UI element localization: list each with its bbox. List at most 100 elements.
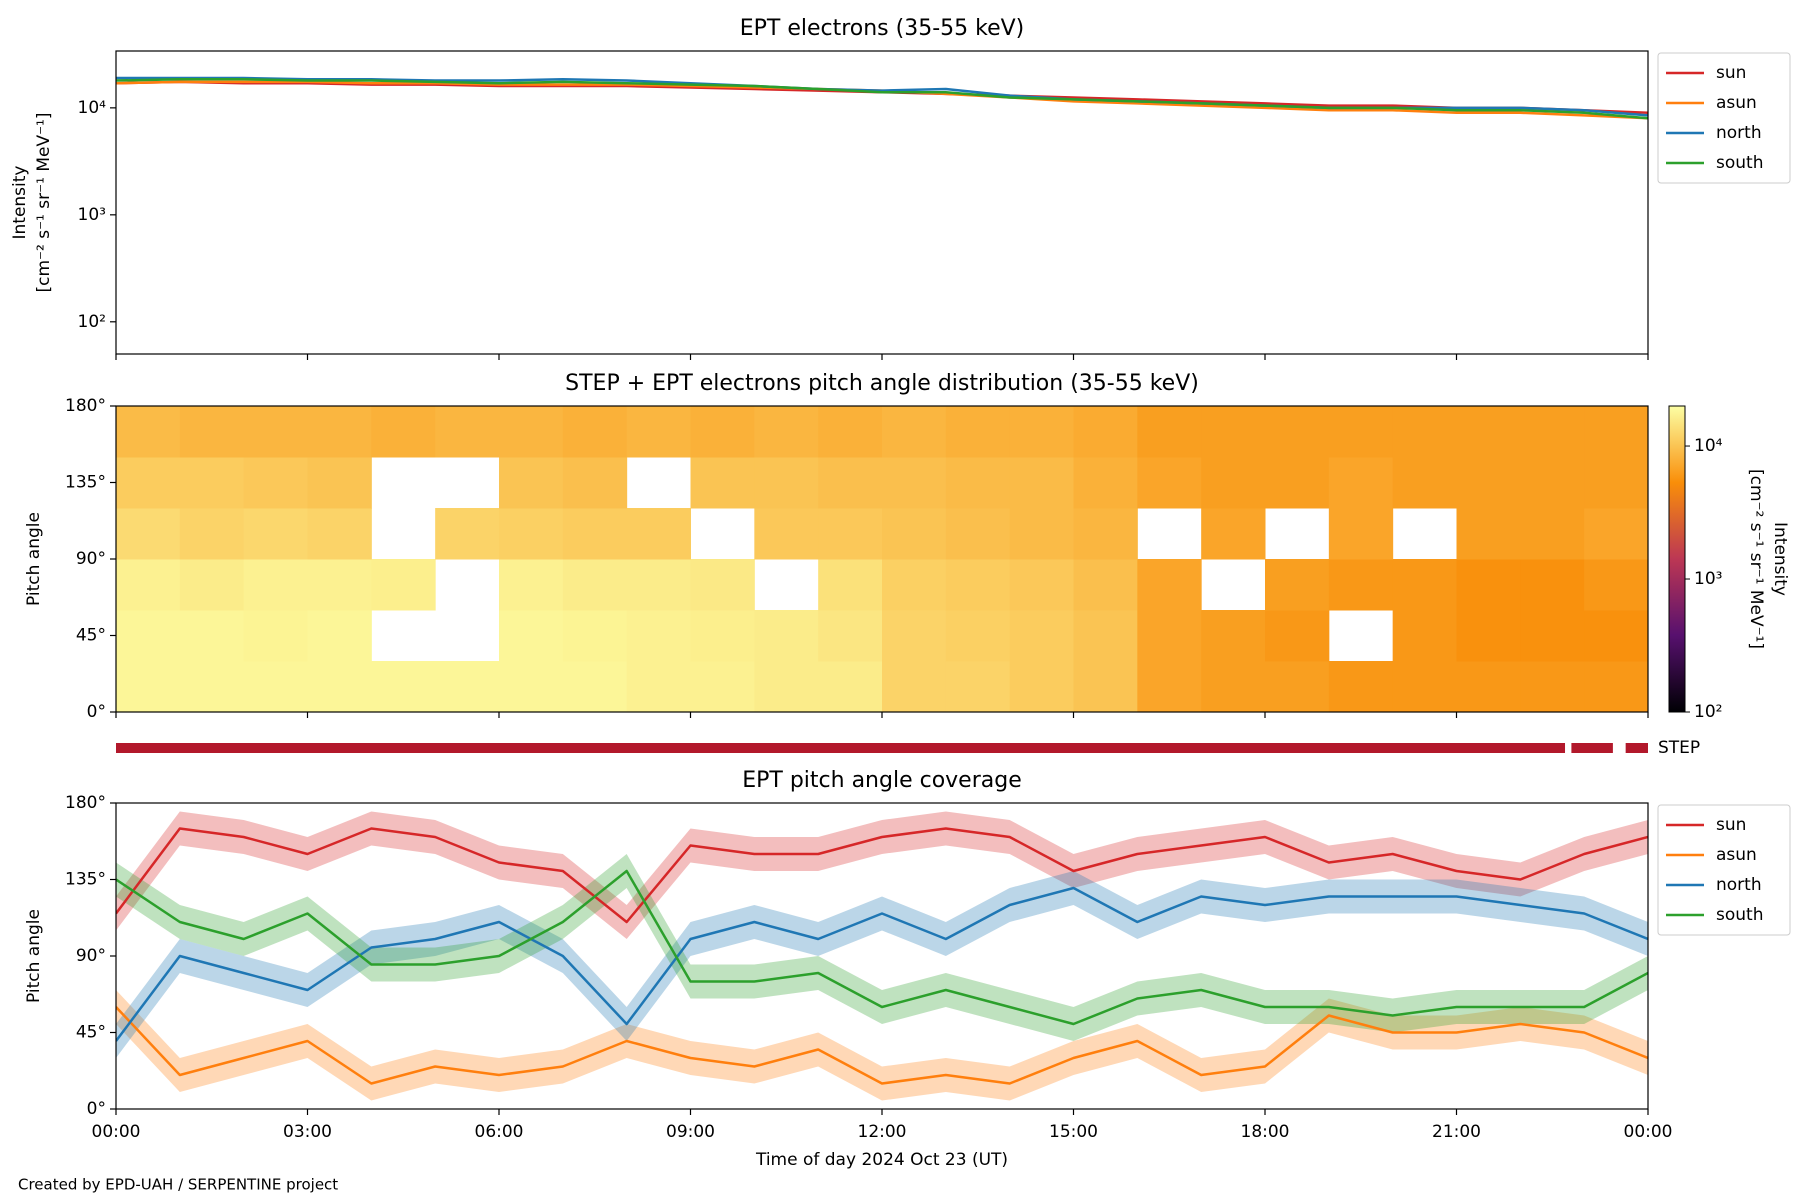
heatmap-cell bbox=[818, 508, 883, 560]
heatmap-cell bbox=[1520, 559, 1585, 611]
heatmap-cell bbox=[1456, 457, 1521, 509]
heatmap-cell bbox=[499, 457, 564, 509]
heatmap-cell bbox=[243, 406, 308, 458]
heatmap-cell bbox=[1392, 406, 1457, 458]
heatmap-cell bbox=[1265, 406, 1330, 458]
heatmap-cell bbox=[499, 559, 564, 611]
heatmap-cell bbox=[1392, 610, 1457, 662]
heatmap-cell bbox=[562, 661, 628, 712]
coverage-bar bbox=[1625, 743, 1648, 753]
y-tick-label: 45° bbox=[76, 626, 106, 646]
heatmap-cell bbox=[1073, 661, 1138, 712]
heatmap-cell bbox=[371, 406, 436, 458]
heatmap-cell bbox=[1201, 610, 1266, 662]
heatmap-cell bbox=[179, 610, 245, 662]
plot-area bbox=[116, 406, 1648, 712]
heatmap-cell bbox=[1520, 406, 1585, 458]
legend-box bbox=[1657, 804, 1791, 936]
heatmap-cell bbox=[1584, 508, 1648, 560]
coverage-band bbox=[116, 811, 1648, 939]
heatmap-cell bbox=[690, 457, 755, 509]
y-tick-label: 10⁴ bbox=[78, 98, 107, 118]
axes-frame bbox=[115, 802, 1649, 1110]
heatmap-cell bbox=[754, 457, 819, 509]
heatmap-cell bbox=[179, 508, 245, 560]
colorbar-tick-label: 10² bbox=[1694, 702, 1722, 722]
y-axis-label: Intensity bbox=[10, 166, 30, 240]
heatmap-cell bbox=[754, 661, 819, 712]
heatmap-cell bbox=[1265, 610, 1330, 662]
heatmap-cell bbox=[1137, 661, 1202, 712]
heatmap-cell bbox=[882, 559, 947, 611]
heatmap-cell bbox=[435, 508, 500, 560]
x-tick-label: 18:00 bbox=[1241, 1122, 1290, 1142]
y-tick-label: 135° bbox=[65, 473, 106, 493]
heatmap-cell bbox=[116, 559, 181, 611]
heatmap-cell bbox=[1009, 661, 1074, 712]
heatmap-cell bbox=[626, 661, 691, 712]
heatmap-cell bbox=[1328, 406, 1394, 458]
heatmap-cell bbox=[116, 661, 181, 712]
heatmap-cell bbox=[882, 406, 947, 458]
coverage-band bbox=[116, 871, 1648, 1058]
heatmap-cell bbox=[754, 508, 819, 560]
heatmap-cell bbox=[435, 661, 500, 712]
heatmap-cell bbox=[882, 457, 947, 509]
y-axis-label: Pitch angle bbox=[24, 909, 44, 1003]
heatmap-cell bbox=[307, 661, 372, 712]
heatmap-cell bbox=[116, 406, 181, 458]
y-tick-label: 180° bbox=[65, 396, 106, 416]
heatmap-cell bbox=[1456, 406, 1521, 458]
heatmap-cell bbox=[1392, 457, 1457, 509]
x-tick-label: 12:00 bbox=[858, 1122, 907, 1142]
heatmap-cell bbox=[1137, 457, 1202, 509]
heatmap-cell bbox=[307, 457, 372, 509]
legend-label: asun bbox=[1716, 845, 1757, 865]
heatmap-cell bbox=[243, 508, 308, 560]
y-tick-label: 135° bbox=[65, 870, 106, 890]
heatmap-cell bbox=[179, 661, 245, 712]
heatmap-cell bbox=[882, 661, 947, 712]
heatmap-cell bbox=[1265, 457, 1330, 509]
x-tick-label: 00:00 bbox=[92, 1122, 141, 1142]
heatmap-cell bbox=[1584, 457, 1648, 509]
coverage-band bbox=[116, 854, 1648, 1041]
legend-label: north bbox=[1716, 123, 1762, 143]
heatmap-cell bbox=[690, 406, 755, 458]
heatmap-cell bbox=[1456, 610, 1521, 662]
y-tick-label: 0° bbox=[87, 702, 106, 722]
heatmap-cell bbox=[179, 406, 245, 458]
y-tick-label: 90° bbox=[76, 549, 106, 569]
heatmap-cell bbox=[882, 610, 947, 662]
heatmap-cell bbox=[945, 559, 1011, 611]
coverage-band bbox=[116, 990, 1648, 1101]
heatmap-cell bbox=[1009, 508, 1074, 560]
series-line bbox=[116, 886, 1648, 1042]
heatmap-cell bbox=[307, 610, 372, 662]
heatmap-cell bbox=[1456, 661, 1521, 712]
heatmap-cell bbox=[1328, 559, 1394, 611]
colorbar-label: Intensity bbox=[1770, 522, 1790, 596]
heatmap-cell bbox=[116, 508, 181, 560]
heatmap-cell bbox=[1201, 508, 1266, 560]
colorbar bbox=[1668, 405, 1686, 713]
heatmap-cell bbox=[562, 610, 628, 662]
heatmap-cell bbox=[1328, 457, 1394, 509]
legend-box bbox=[1657, 52, 1791, 184]
heatmap-cell bbox=[116, 610, 181, 662]
axes-frame bbox=[115, 405, 1649, 713]
y-tick-label: 10³ bbox=[78, 205, 106, 225]
heatmap-cell bbox=[499, 661, 564, 712]
heatmap-cell bbox=[1328, 661, 1394, 712]
heatmap-cell bbox=[818, 610, 883, 662]
legend-label: sun bbox=[1716, 815, 1746, 835]
heatmap-cell bbox=[945, 406, 1011, 458]
heatmap-cell bbox=[1073, 457, 1138, 509]
heatmap-cell bbox=[116, 457, 181, 509]
heatmap-cell bbox=[562, 508, 628, 560]
legend-label: south bbox=[1716, 905, 1763, 925]
y-tick-label: 45° bbox=[76, 1023, 106, 1043]
heatmap-cell bbox=[690, 661, 755, 712]
heatmap-cell bbox=[1073, 559, 1138, 611]
